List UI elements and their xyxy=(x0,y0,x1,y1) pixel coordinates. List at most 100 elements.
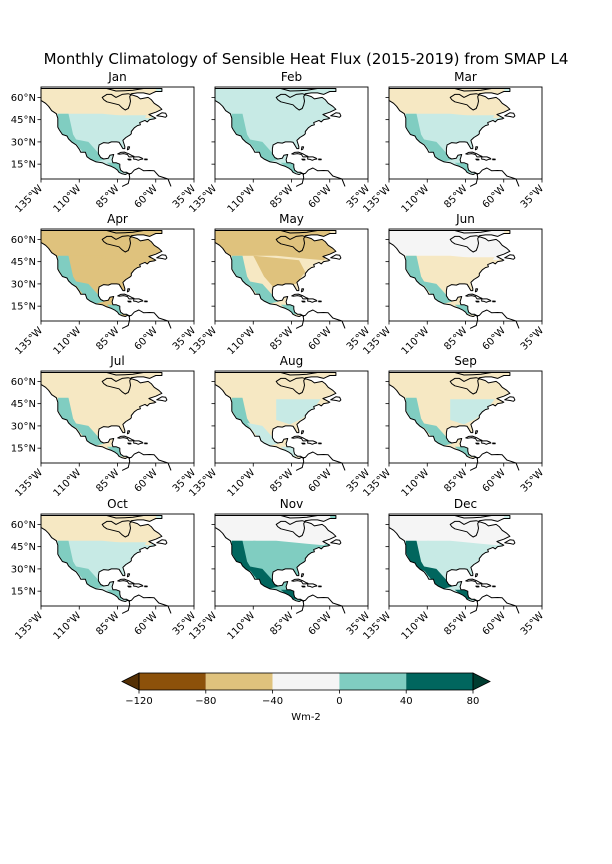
flux-field xyxy=(215,88,336,175)
westcoast-region xyxy=(57,113,80,145)
x-tick-label: 60°W xyxy=(133,467,160,494)
east-region xyxy=(450,399,495,425)
coastline xyxy=(388,88,520,187)
flux-field xyxy=(215,515,336,602)
north-region xyxy=(215,515,336,546)
x-tick-label: 60°W xyxy=(481,467,508,494)
colorbar-tick-label: −40 xyxy=(262,696,283,707)
x-tick-label: 35°W xyxy=(519,467,546,494)
panel-title: May xyxy=(279,212,304,226)
colorbar-outline xyxy=(138,672,474,691)
east-region xyxy=(276,115,321,141)
westcoast-region xyxy=(57,255,80,287)
south-region xyxy=(247,565,278,589)
y-tick-label: 45°N xyxy=(11,257,36,268)
westcoast-region xyxy=(231,113,254,145)
y-tick-label: 15°N xyxy=(11,302,36,313)
coastline xyxy=(40,88,172,187)
x-tick-label: 85°W xyxy=(442,325,469,352)
east-region xyxy=(450,257,495,283)
x-tick-label: 135°W xyxy=(13,325,45,357)
north-region xyxy=(41,515,162,546)
x-tick-label: 60°W xyxy=(481,183,508,210)
y-tick-label: 45°N xyxy=(11,542,36,553)
south-region xyxy=(247,138,278,162)
westcoast-region xyxy=(57,540,80,572)
coastline xyxy=(388,230,520,329)
flux-field xyxy=(389,88,510,175)
south-region xyxy=(247,422,278,446)
x-tick-label: 110°W xyxy=(52,467,84,499)
x-tick-label: 60°W xyxy=(481,325,508,352)
colorbar-tick-label: 0 xyxy=(336,696,342,707)
central-region xyxy=(253,540,306,572)
x-tick-label: 135°W xyxy=(13,183,45,215)
coastline xyxy=(214,88,346,187)
east-region xyxy=(450,115,495,141)
north-region xyxy=(215,88,336,119)
x-tick-label: 60°W xyxy=(307,610,334,637)
x-tick-label: 135°W xyxy=(13,467,45,499)
y-tick-label: 45°N xyxy=(11,115,36,126)
westcoast-region xyxy=(405,540,428,572)
y-tick-label: 60°N xyxy=(11,235,36,246)
colorbar-bin xyxy=(272,673,340,690)
colorbar-tick-label: −120 xyxy=(125,696,152,707)
panel-title: Dec xyxy=(454,497,477,511)
flux-field xyxy=(215,372,336,459)
coastline xyxy=(40,515,172,614)
y-tick-label: 15°N xyxy=(11,444,36,455)
x-tick-label: 110°W xyxy=(400,467,432,499)
coastline xyxy=(214,372,346,471)
south-region xyxy=(73,138,104,162)
x-tick-label: 110°W xyxy=(400,325,432,357)
westcoast-region xyxy=(57,397,80,429)
coastline xyxy=(40,230,172,329)
colorbar-bin xyxy=(205,673,273,690)
x-tick-label: 60°W xyxy=(307,325,334,352)
y-tick-label: 60°N xyxy=(11,377,36,388)
westcoast-region xyxy=(231,397,254,429)
north-region xyxy=(389,230,510,261)
south-region xyxy=(421,422,452,446)
south-region xyxy=(247,280,278,304)
y-tick-label: 15°N xyxy=(11,587,36,598)
south-region xyxy=(73,422,104,446)
north-region xyxy=(215,230,336,261)
y-tick-label: 60°N xyxy=(11,93,36,104)
panel-title: Sep xyxy=(454,354,477,368)
x-tick-label: 60°W xyxy=(133,610,160,637)
x-tick-label: 85°W xyxy=(94,325,121,352)
north-region xyxy=(389,372,510,403)
colorbar-bin xyxy=(406,673,473,690)
y-tick-label: 30°N xyxy=(11,279,36,290)
north-region xyxy=(41,88,162,119)
south-region xyxy=(421,565,452,589)
x-tick-label: 85°W xyxy=(94,183,121,210)
flux-field xyxy=(41,515,162,602)
x-tick-label: 35°W xyxy=(519,183,546,210)
westcoast-region xyxy=(231,255,254,287)
panel-title: Oct xyxy=(107,497,128,511)
x-tick-label: 60°W xyxy=(481,610,508,637)
x-tick-label: 85°W xyxy=(268,610,295,637)
x-tick-label: 60°W xyxy=(133,325,160,352)
x-tick-label: 110°W xyxy=(400,183,432,215)
panel-title: Aug xyxy=(280,354,303,368)
x-tick-label: 85°W xyxy=(442,183,469,210)
colorbar-tick-label: 40 xyxy=(400,696,413,707)
westcoast-region xyxy=(405,255,428,287)
panel-title: Jul xyxy=(109,354,124,368)
flux-field xyxy=(41,230,162,317)
figure-title: Monthly Climatology of Sensible Heat Flu… xyxy=(44,50,569,68)
